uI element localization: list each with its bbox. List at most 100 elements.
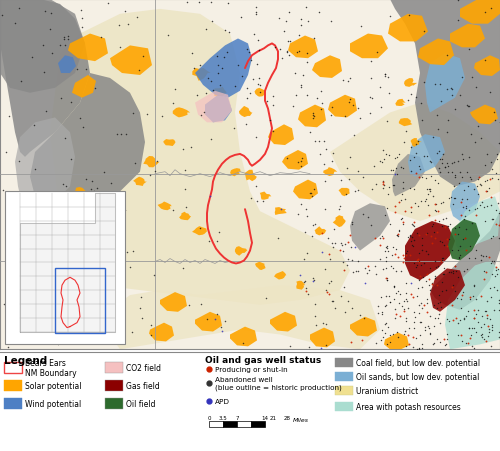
Point xyxy=(364,214,372,221)
Text: Bears Ears
NM Boundary: Bears Ears NM Boundary xyxy=(25,358,76,377)
Point xyxy=(378,159,386,166)
Point xyxy=(269,93,277,100)
Point xyxy=(431,201,439,208)
Point xyxy=(269,128,277,135)
Point xyxy=(108,320,116,327)
Point xyxy=(357,23,365,31)
Point xyxy=(366,94,374,101)
Point xyxy=(480,321,488,328)
Polygon shape xyxy=(173,108,190,118)
Bar xyxy=(105,380,123,391)
Point xyxy=(354,258,362,265)
Polygon shape xyxy=(390,0,500,187)
Point xyxy=(72,222,80,229)
Point xyxy=(351,188,359,195)
Point xyxy=(424,295,432,303)
Point xyxy=(451,172,459,179)
Point xyxy=(402,290,409,297)
Text: 7: 7 xyxy=(236,415,239,420)
Point xyxy=(370,263,378,271)
Point xyxy=(450,183,458,190)
Point xyxy=(368,58,376,65)
Bar xyxy=(335,387,353,395)
Point xyxy=(259,198,267,205)
Point xyxy=(406,233,414,240)
Point xyxy=(386,338,394,345)
Point xyxy=(420,301,428,308)
Point xyxy=(316,138,324,145)
Point xyxy=(440,242,448,249)
Point xyxy=(396,164,404,171)
Point xyxy=(354,268,362,276)
Point xyxy=(382,321,390,328)
Point xyxy=(456,252,464,259)
Point xyxy=(434,263,442,270)
Point xyxy=(338,177,345,184)
Point xyxy=(414,203,422,210)
Point xyxy=(392,315,400,322)
Point xyxy=(456,254,464,261)
Point xyxy=(494,200,500,207)
Point xyxy=(480,276,488,283)
Point xyxy=(345,176,353,183)
Point xyxy=(254,62,262,69)
Polygon shape xyxy=(30,243,57,264)
Point xyxy=(474,318,482,326)
Point xyxy=(346,76,354,83)
Text: Miles: Miles xyxy=(293,417,309,422)
Point xyxy=(234,62,242,69)
Point xyxy=(465,325,473,332)
Point xyxy=(88,178,96,185)
Point xyxy=(428,281,436,289)
Point xyxy=(311,138,319,146)
Point xyxy=(434,208,442,215)
Point xyxy=(404,304,412,312)
Point xyxy=(492,263,500,271)
Point xyxy=(424,250,432,258)
Point xyxy=(463,169,471,176)
Point xyxy=(406,232,414,239)
Point xyxy=(433,336,441,343)
Point xyxy=(42,108,50,115)
Point xyxy=(68,260,76,267)
Point xyxy=(424,202,432,209)
Point xyxy=(62,183,70,190)
Point xyxy=(382,258,390,265)
Point xyxy=(462,226,469,233)
Point xyxy=(414,163,422,170)
Point xyxy=(70,300,78,307)
Point xyxy=(416,166,424,174)
Point xyxy=(182,186,190,193)
Point xyxy=(386,13,394,20)
Point xyxy=(0,300,8,308)
Point xyxy=(416,319,424,326)
Point xyxy=(493,287,500,294)
Point xyxy=(302,5,310,12)
Point xyxy=(382,151,390,158)
Point xyxy=(438,151,446,158)
Point xyxy=(26,262,34,270)
Point xyxy=(429,134,437,142)
Polygon shape xyxy=(392,155,425,197)
Point xyxy=(128,248,136,255)
Point xyxy=(8,311,16,318)
Point xyxy=(384,249,392,256)
Point xyxy=(434,179,442,187)
Point xyxy=(303,249,311,257)
Point xyxy=(31,166,39,173)
Point xyxy=(449,281,457,289)
Point xyxy=(378,311,386,318)
Point xyxy=(458,292,466,299)
Point xyxy=(459,236,467,243)
Polygon shape xyxy=(72,76,96,98)
Polygon shape xyxy=(59,193,72,200)
Point xyxy=(300,229,308,236)
Point xyxy=(404,332,412,339)
Point xyxy=(318,230,326,237)
Point xyxy=(374,309,382,317)
Point xyxy=(420,260,428,267)
Point xyxy=(436,304,444,311)
Point xyxy=(418,117,426,124)
Point xyxy=(82,66,90,74)
Point xyxy=(487,5,495,12)
